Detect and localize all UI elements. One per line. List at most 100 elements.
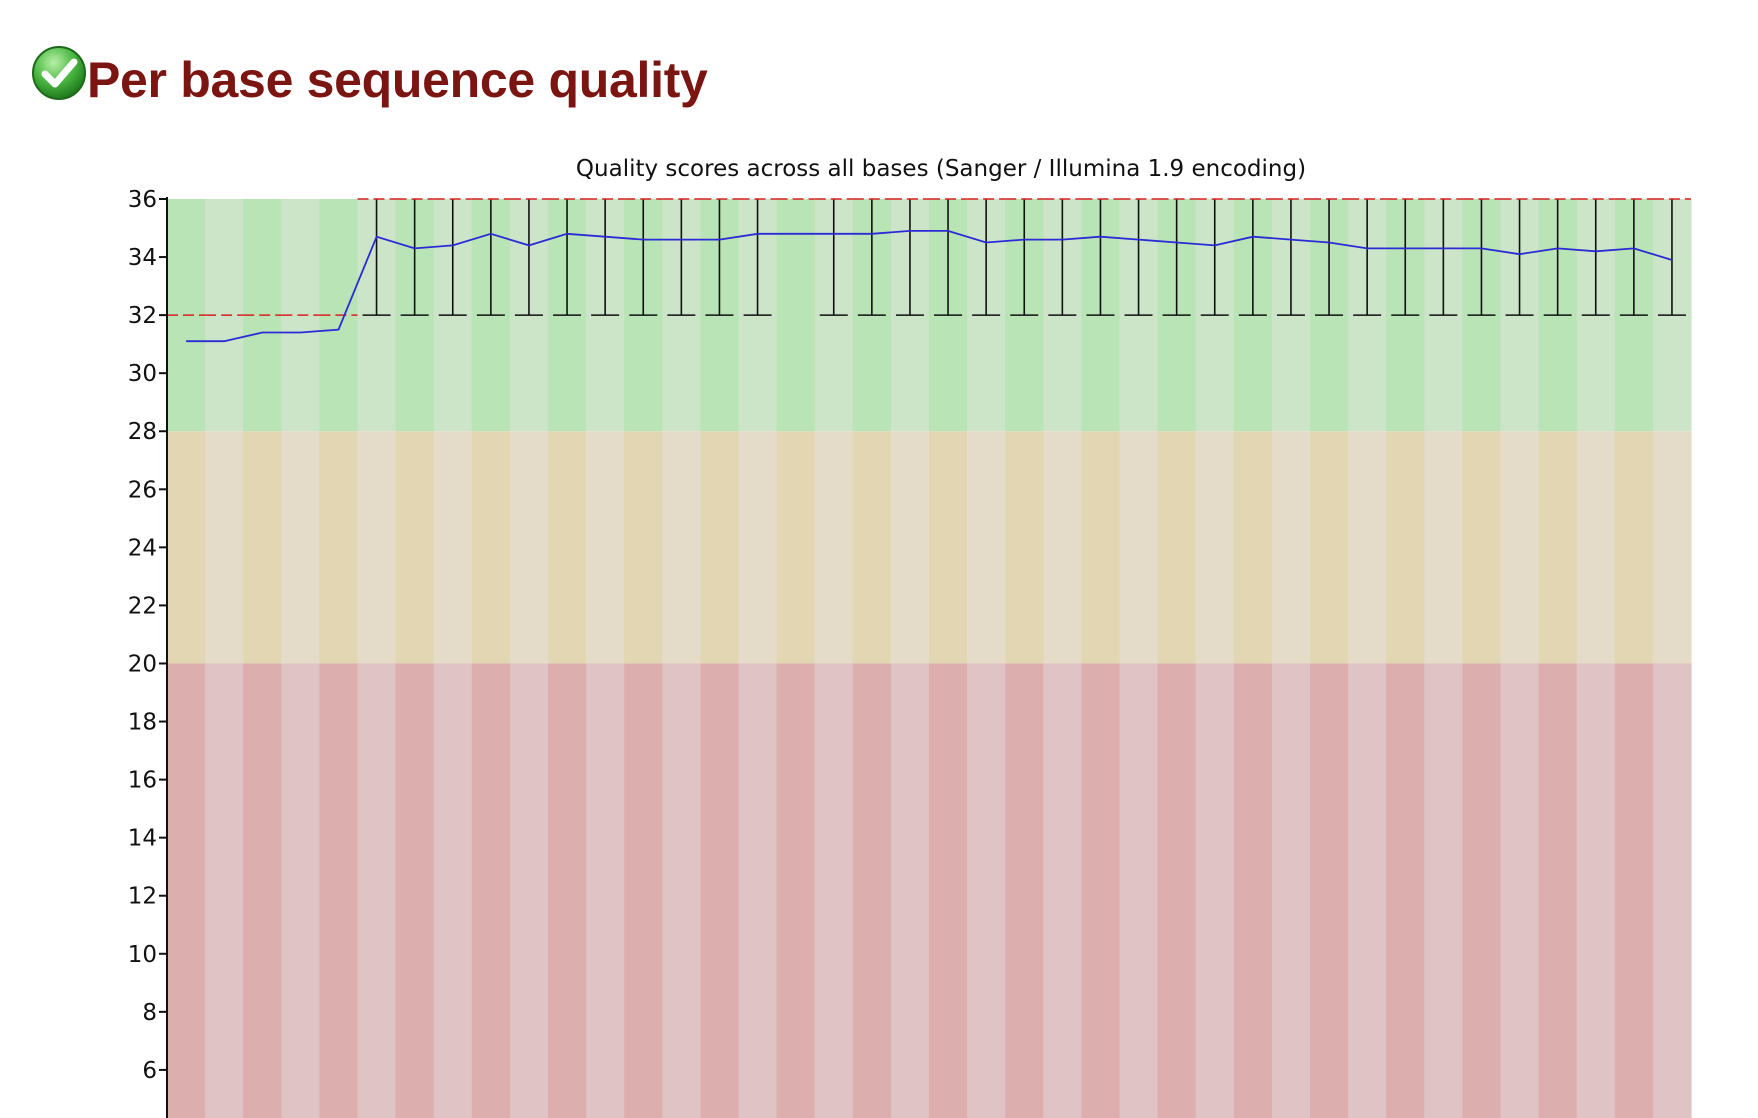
- band-cell-warning: [1271, 431, 1311, 664]
- band-cell-warning: [167, 431, 206, 664]
- band-cell-warning: [1500, 431, 1540, 664]
- y-tick-label: 12: [128, 884, 157, 910]
- band-cell-poor: [1043, 663, 1082, 1118]
- band-cell-warning: [1462, 431, 1502, 664]
- band-cell-poor: [1005, 663, 1044, 1118]
- band-cell-poor: [548, 663, 587, 1118]
- band-cell-warning: [281, 431, 320, 664]
- band-cell-warning: [1614, 431, 1654, 664]
- band-cell-warning: [243, 431, 282, 664]
- band-cell-poor: [1576, 663, 1616, 1118]
- band-cell-poor: [1348, 663, 1387, 1118]
- band-cell-poor: [929, 663, 968, 1118]
- band-cell-warning: [1310, 431, 1349, 664]
- band-cell-poor: [738, 663, 778, 1118]
- band-cell-poor: [205, 663, 244, 1118]
- quality-bands: [167, 199, 1692, 1118]
- band-cell-poor: [395, 663, 435, 1118]
- band-cell-good: [776, 199, 816, 432]
- band-cell-poor: [814, 663, 854, 1118]
- band-cell-warning: [509, 431, 549, 664]
- band-cell-warning: [1386, 431, 1425, 664]
- check-circle-icon: [32, 46, 86, 100]
- y-tick-label: 6: [142, 1058, 157, 1084]
- section-title: Per base sequence quality: [87, 52, 708, 108]
- band-cell-warning: [471, 431, 511, 664]
- y-tick-label: 18: [128, 710, 157, 736]
- whiskers: [362, 199, 1686, 316]
- band-cell-poor: [1652, 663, 1692, 1118]
- band-cell-poor: [357, 663, 397, 1118]
- band-cell-warning: [1081, 431, 1121, 664]
- band-cell-warning: [662, 431, 701, 664]
- band-cell-warning: [967, 431, 1006, 664]
- band-cell-warning: [1195, 431, 1235, 664]
- band-cell-warning: [1348, 431, 1387, 664]
- y-tick-label: 30: [128, 361, 157, 387]
- median-markers: [167, 198, 1691, 316]
- band-cell-poor: [852, 663, 892, 1118]
- band-cell-warning: [929, 431, 968, 664]
- band-cell-poor: [1462, 663, 1502, 1118]
- band-cell-warning: [1157, 431, 1197, 664]
- band-cell-poor: [1500, 663, 1540, 1118]
- band-cell-warning: [319, 431, 359, 664]
- band-cell-warning: [1119, 431, 1159, 664]
- y-tick-label: 10: [128, 942, 157, 968]
- band-cell-poor: [1614, 663, 1654, 1118]
- band-cell-poor: [509, 663, 549, 1118]
- band-cell-warning: [1652, 431, 1692, 664]
- band-cell-warning: [776, 431, 816, 664]
- band-cell-poor: [1271, 663, 1311, 1118]
- band-cell-warning: [700, 431, 740, 664]
- band-cell-warning: [624, 431, 663, 664]
- band-cell-poor: [281, 663, 320, 1118]
- y-tick-label: 34: [128, 245, 157, 271]
- band-cell-poor: [890, 663, 930, 1118]
- band-cell-poor: [1233, 663, 1273, 1118]
- band-cell-warning: [1233, 431, 1273, 664]
- band-cell-poor: [662, 663, 701, 1118]
- band-cell-poor: [319, 663, 359, 1118]
- band-cell-warning: [852, 431, 892, 664]
- band-cell-warning: [1043, 431, 1082, 664]
- y-tick-label: 22: [128, 593, 157, 619]
- band-cell-warning: [814, 431, 854, 664]
- band-cell-poor: [167, 663, 206, 1118]
- band-cell-poor: [1081, 663, 1121, 1118]
- band-cell-warning: [433, 431, 473, 664]
- band-cell-poor: [243, 663, 282, 1118]
- band-cell-warning: [890, 431, 930, 664]
- y-tick-label: 26: [128, 477, 157, 503]
- band-cell-poor: [1119, 663, 1159, 1118]
- band-cell-warning: [586, 431, 625, 664]
- band-cell-warning: [357, 431, 397, 664]
- band-cell-warning: [1538, 431, 1578, 664]
- band-cell-poor: [624, 663, 663, 1118]
- band-cell-warning: [395, 431, 435, 664]
- y-tick-label: 20: [128, 651, 157, 677]
- band-cell-warning: [205, 431, 244, 664]
- y-tick-label: 14: [128, 826, 157, 852]
- band-cell-warning: [738, 431, 778, 664]
- band-cell-warning: [1576, 431, 1616, 664]
- axes: 36 34 32 30 28 26 24 22 20 18 16 14 12 10 8 6: [128, 187, 168, 1118]
- band-cell-poor: [776, 663, 816, 1118]
- y-tick-label: 32: [128, 303, 157, 329]
- y-tick-label: 28: [128, 419, 157, 445]
- section-header: Per base sequence quality: [29, 42, 708, 118]
- y-tick-label: 36: [128, 187, 157, 213]
- band-cell-poor: [1157, 663, 1197, 1118]
- band-cell-poor: [1538, 663, 1578, 1118]
- band-cell-poor: [433, 663, 473, 1118]
- band-cell-warning: [548, 431, 587, 664]
- band-cell-poor: [1310, 663, 1349, 1118]
- band-cell-poor: [1386, 663, 1425, 1118]
- y-tick-label: 24: [128, 535, 157, 561]
- band-cell-poor: [586, 663, 625, 1118]
- mean-series: [185, 229, 1673, 343]
- band-cell-poor: [1195, 663, 1235, 1118]
- chart-title: Quality scores across all bases (Sanger …: [576, 156, 1306, 182]
- band-cell-poor: [471, 663, 511, 1118]
